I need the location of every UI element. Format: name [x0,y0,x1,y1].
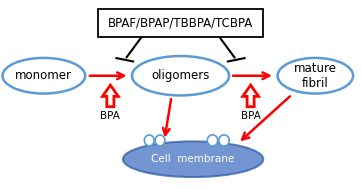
Ellipse shape [144,135,154,146]
Ellipse shape [132,56,229,95]
Text: BPA: BPA [241,111,261,121]
Text: BPAF/BPAP/TBBPA/TCBPA: BPAF/BPAP/TBBPA/TCBPA [108,17,253,30]
Text: Cell  membrane: Cell membrane [152,154,235,164]
Ellipse shape [207,135,218,146]
Polygon shape [243,85,258,107]
Ellipse shape [123,141,263,177]
FancyBboxPatch shape [98,9,263,37]
Text: oligomers: oligomers [151,69,210,82]
Ellipse shape [155,135,165,146]
Text: mature
fibril: mature fibril [294,62,337,90]
Ellipse shape [3,58,85,94]
Polygon shape [103,85,118,107]
Ellipse shape [278,58,353,94]
Ellipse shape [219,135,229,146]
Text: monomer: monomer [16,69,72,82]
Text: BPA: BPA [100,111,120,121]
